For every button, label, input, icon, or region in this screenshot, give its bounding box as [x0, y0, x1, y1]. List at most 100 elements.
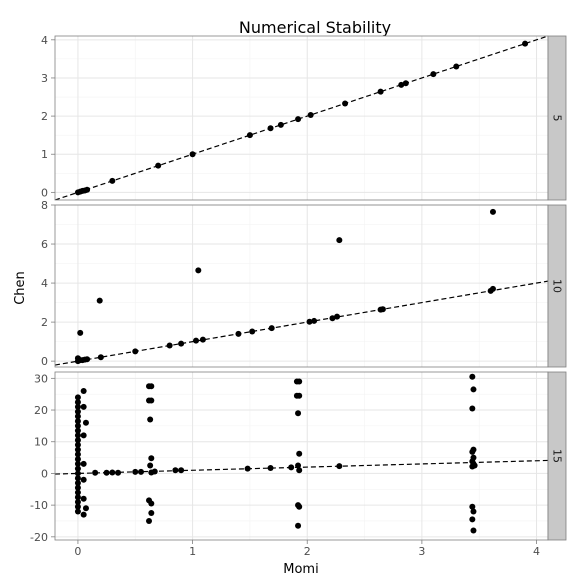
data-point [74, 508, 81, 515]
x-axis-label: Momi [283, 562, 318, 577]
data-point [522, 40, 529, 47]
data-point [74, 403, 81, 410]
data-point [470, 386, 477, 393]
data-point [307, 111, 314, 118]
data-point [74, 460, 81, 467]
y-tick-label: 0 [41, 355, 48, 368]
data-point [132, 468, 139, 475]
data-point [97, 354, 104, 361]
data-point [398, 81, 405, 88]
data-point [470, 527, 477, 534]
data-point [148, 500, 155, 507]
y-tick-label: 0 [41, 467, 48, 480]
facet-panel-10: 10 0 2 4 6 8 [41, 199, 567, 368]
y-tick-label: 8 [41, 199, 48, 212]
y-tick-label: 4 [41, 277, 48, 290]
data-point [244, 465, 251, 472]
data-point [471, 462, 478, 469]
data-point [336, 237, 343, 244]
data-point [74, 475, 81, 482]
data-point [267, 125, 274, 132]
data-point [96, 297, 103, 304]
x-tick-label: 4 [533, 545, 540, 558]
data-point [103, 469, 110, 476]
data-point [469, 503, 476, 510]
data-point [199, 336, 206, 343]
data-point [311, 317, 318, 324]
data-point [74, 441, 81, 448]
y-tick-label: 1 [41, 148, 48, 161]
data-point [80, 388, 87, 395]
data-point [74, 432, 81, 439]
data-point [148, 383, 155, 390]
data-point [74, 489, 81, 496]
data-point [74, 437, 81, 444]
data-point [74, 456, 81, 463]
data-point [166, 342, 173, 349]
y-tick-label: 30 [34, 372, 48, 385]
data-point [249, 328, 256, 335]
data-point [296, 467, 303, 474]
chart-title: Numerical Stability [239, 18, 391, 37]
data-point [453, 63, 460, 70]
data-point [268, 325, 275, 332]
data-point [147, 416, 154, 423]
data-point [295, 410, 302, 417]
data-point [172, 467, 179, 474]
data-point [115, 469, 122, 476]
y-tick-label: 20 [34, 404, 48, 417]
data-point [74, 498, 81, 505]
data-point [296, 378, 303, 385]
y-tick-label: 0 [41, 186, 48, 199]
data-point [132, 348, 139, 355]
data-point [80, 495, 87, 502]
y-tick-label: 3 [41, 72, 48, 85]
data-point [470, 508, 477, 515]
data-point [469, 405, 476, 412]
panel-background [55, 205, 548, 367]
data-point [489, 208, 496, 215]
data-point [469, 373, 476, 380]
y-tick-label: -20 [30, 531, 48, 544]
y-tick-label: 6 [41, 238, 48, 251]
data-point [193, 337, 200, 344]
data-point [74, 413, 81, 420]
data-point [74, 494, 81, 501]
data-point [80, 403, 87, 410]
data-point [74, 484, 81, 491]
data-point [148, 397, 155, 404]
facet-strip-label: 15 [551, 449, 564, 463]
data-point [74, 503, 81, 510]
data-point [296, 450, 303, 457]
facet-strip [547, 371, 567, 541]
data-point [379, 306, 386, 313]
y-tick-label: 2 [41, 110, 48, 123]
data-point [306, 318, 313, 325]
x-tick-label: 2 [304, 545, 311, 558]
data-point [74, 465, 81, 472]
y-tick-label: 10 [34, 436, 48, 449]
data-point [74, 479, 81, 486]
data-point [295, 522, 302, 529]
data-point [178, 467, 185, 474]
data-point [147, 462, 154, 469]
y-axis-label: Chen [13, 271, 28, 305]
facet-strip [547, 35, 567, 201]
data-point [74, 422, 81, 429]
data-point [80, 432, 87, 439]
panel-background [55, 372, 548, 540]
data-point [329, 315, 336, 322]
data-point [151, 468, 158, 475]
reference-line [55, 36, 548, 200]
data-point [295, 462, 302, 469]
data-point [336, 463, 343, 470]
y-tick-label: 4 [41, 34, 48, 47]
data-point [146, 517, 153, 524]
data-point [288, 464, 295, 471]
data-point [74, 470, 81, 477]
data-point [80, 460, 87, 467]
data-point [246, 132, 253, 139]
data-point [74, 427, 81, 434]
data-point [155, 162, 162, 169]
data-point [82, 419, 89, 426]
